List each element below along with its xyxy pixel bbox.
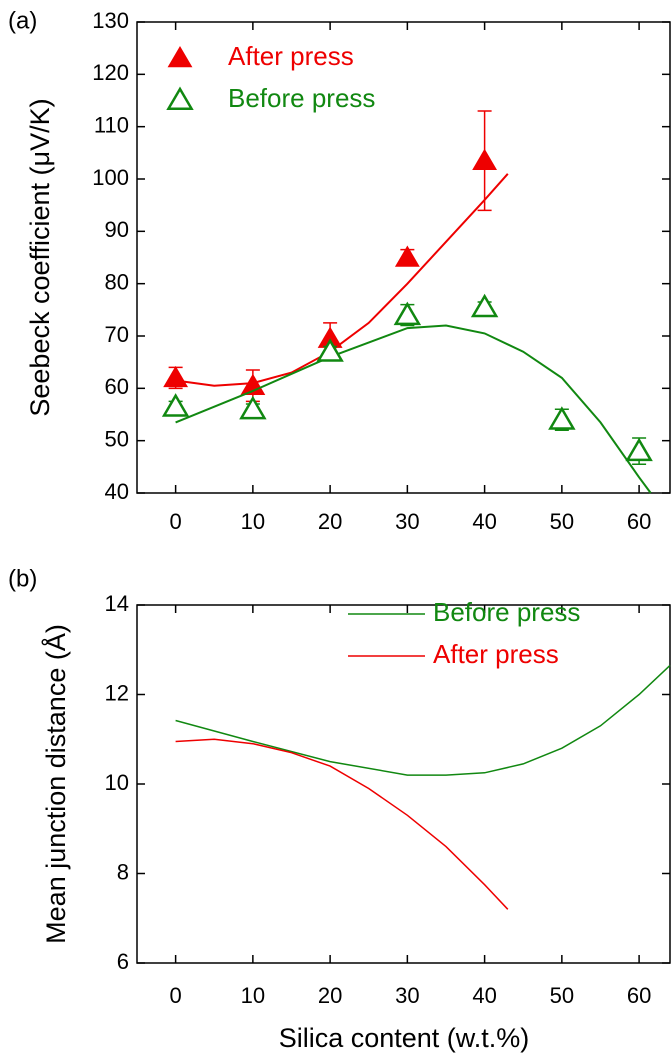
- y-axis-label: Seebeck coefficient (μV/K): [25, 98, 55, 416]
- y-tick-label: 130: [92, 8, 129, 33]
- x-tick-label: 50: [550, 983, 574, 1008]
- y-tick-label: 60: [105, 374, 129, 399]
- x-tick-label: 0: [169, 983, 181, 1008]
- legend-marker: [167, 46, 193, 68]
- line: [175, 664, 671, 776]
- x-tick-label: 20: [318, 509, 342, 534]
- y-tick-label: 10: [105, 770, 129, 795]
- data-point: [393, 301, 422, 326]
- x-tick-label: 50: [550, 509, 574, 534]
- data-point: [472, 148, 498, 170]
- legend-label: Before press: [228, 83, 375, 113]
- data-point: [161, 393, 190, 417]
- y-tick-label: 6: [117, 949, 129, 974]
- line: [175, 738, 509, 910]
- data-point: [394, 245, 420, 267]
- x-tick-label: 30: [395, 509, 419, 534]
- data-point: [239, 395, 267, 420]
- x-tick-label: 0: [169, 509, 181, 534]
- y-tick-label: 120: [92, 60, 129, 85]
- y-tick-label: 12: [105, 680, 129, 705]
- legend-label: After press: [228, 41, 354, 71]
- x-tick-label: 30: [395, 983, 419, 1008]
- x-tick-label: 10: [241, 983, 265, 1008]
- panel-label: (b): [8, 565, 37, 592]
- fit-curve: [175, 173, 509, 387]
- data-point: [625, 437, 653, 462]
- data-point: [316, 338, 344, 362]
- y-tick-label: 110: [94, 112, 129, 137]
- x-tick-label: 40: [472, 509, 496, 534]
- legend-marker: [166, 86, 194, 111]
- y-tick-label: 8: [117, 859, 129, 884]
- y-tick-label: 40: [105, 479, 129, 504]
- x-tick-label: 60: [627, 983, 651, 1008]
- x-tick-label: 10: [241, 509, 265, 534]
- data-point: [240, 373, 266, 396]
- x-axis-label: Silica content (w.t.%): [279, 1023, 530, 1053]
- data-point: [470, 293, 499, 318]
- x-tick-label: 60: [627, 509, 651, 534]
- data-point: [548, 406, 576, 430]
- y-tick-label: 90: [105, 217, 129, 242]
- y-tick-label: 50: [105, 426, 129, 451]
- data-point: [163, 365, 189, 388]
- panel-label: (a): [8, 7, 37, 34]
- y-tick-label: 70: [105, 322, 129, 347]
- plot-frame: [136, 604, 671, 964]
- y-tick-label: 100: [92, 165, 129, 190]
- legend-label: After press: [433, 639, 559, 669]
- legend-label: Before press: [433, 597, 580, 627]
- y-tick-label: 80: [105, 269, 129, 294]
- plot-frame: [136, 21, 671, 494]
- x-tick-label: 40: [472, 983, 496, 1008]
- fit-curve: [175, 324, 652, 494]
- y-axis-label: Mean junction distance (Å): [40, 624, 71, 944]
- y-tick-label: 14: [105, 591, 129, 616]
- x-tick-label: 20: [318, 983, 342, 1008]
